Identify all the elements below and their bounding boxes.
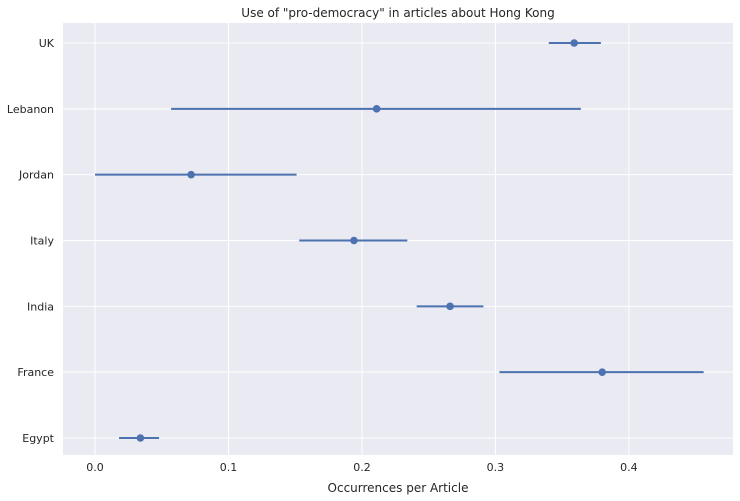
x-tick-label: 0.4	[620, 461, 638, 474]
x-tick-label: 0.1	[220, 461, 238, 474]
data-point	[350, 236, 358, 245]
x-tick-label: 0.0	[86, 461, 104, 474]
chart-title: Use of "pro-democracy" in articles about…	[241, 6, 554, 20]
data-point	[187, 170, 195, 179]
plot-area	[63, 23, 733, 455]
y-tick-label: India	[27, 300, 54, 313]
data-point	[446, 302, 454, 311]
y-tick-label: Egypt	[22, 432, 54, 445]
data-marks	[95, 39, 704, 442]
data-point	[570, 39, 578, 47]
y-tick-label: Jordan	[18, 169, 54, 182]
data-point	[598, 368, 607, 376]
x-tick-label: 0.2	[353, 461, 371, 474]
y-tick-label: Italy	[30, 235, 54, 248]
y-tick-label: France	[17, 366, 54, 379]
y-tick-label: Lebanon	[7, 103, 54, 116]
x-axis-label: Occurrences per Article	[328, 481, 469, 495]
y-axis-ticks: UK Lebanon Jordan Italy India France Egypt	[7, 37, 55, 445]
x-tick-label: 0.3	[487, 461, 505, 474]
y-tick-label: UK	[39, 37, 55, 50]
data-point	[136, 434, 145, 442]
x-axis-ticks: 0.0 0.1 0.2 0.3 0.4	[86, 461, 637, 474]
data-point	[372, 105, 381, 113]
